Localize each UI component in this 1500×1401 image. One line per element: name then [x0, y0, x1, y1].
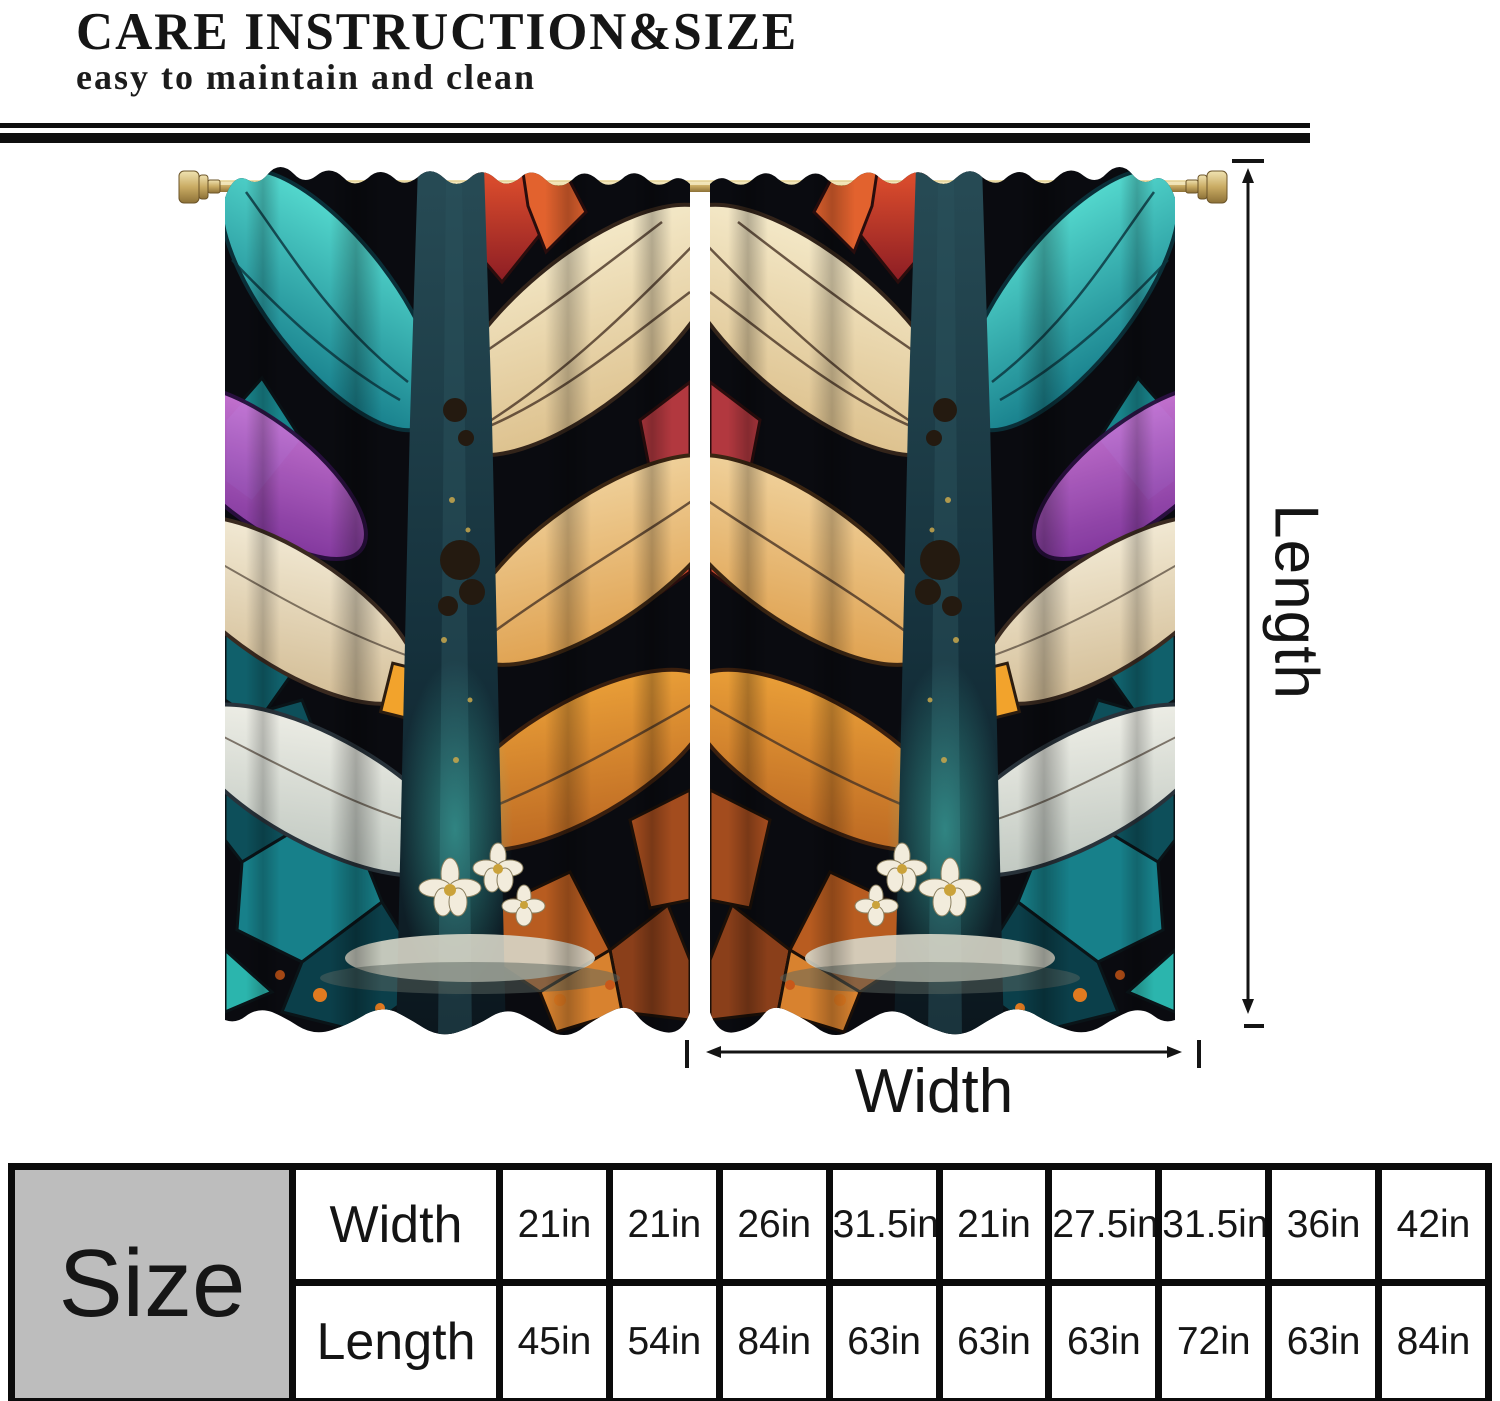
size-value-cell: 45in: [496, 1279, 613, 1401]
size-value-cell: 27.5in: [1045, 1163, 1163, 1286]
size-value-cell: 84in: [1375, 1279, 1492, 1401]
curtain-product-image: [0, 0, 1500, 1068]
size-table: Size Width 21in 21in 26in 31.5in 21in 27…: [8, 1163, 1492, 1401]
width-row-label: Width: [289, 1163, 503, 1286]
rod-finial-right: [1185, 170, 1228, 204]
left-curtain-panel: [132, 137, 767, 1040]
page-subtitle: easy to maintain and clean: [76, 57, 537, 97]
width-arrow: [685, 1040, 1201, 1068]
size-value-cell: 63in: [1265, 1279, 1382, 1401]
size-value-cell: 63in: [1045, 1279, 1163, 1401]
divider-rule-thin: [0, 123, 1310, 128]
page-title: CARE INSTRUCTION&SIZE: [76, 3, 799, 61]
size-value-cell: 42in: [1375, 1163, 1492, 1286]
length-row-label: Length: [289, 1279, 503, 1401]
width-label: Width: [854, 1057, 1014, 1126]
length-arrow: [1232, 159, 1264, 1028]
rod-finial-left: [178, 170, 221, 204]
size-value-cell: 72in: [1155, 1279, 1273, 1401]
size-value-cell: 21in: [605, 1163, 723, 1286]
size-value-cell: 63in: [935, 1279, 1053, 1401]
length-label: Length: [1261, 504, 1331, 700]
right-curtain-panel: [633, 137, 1268, 1040]
size-corner-cell: Size: [8, 1163, 296, 1401]
size-value-cell: 26in: [715, 1163, 833, 1286]
size-value-cell: 21in: [496, 1163, 613, 1286]
size-value-cell: 21in: [935, 1163, 1053, 1286]
size-value-cell: 36in: [1265, 1163, 1382, 1286]
divider-rule-thick: [0, 133, 1310, 143]
size-value-cell: 31.5in: [825, 1163, 943, 1286]
size-value-cell: 31.5in: [1155, 1163, 1273, 1286]
size-value-cell: 54in: [605, 1279, 723, 1401]
size-value-cell: 84in: [715, 1279, 833, 1401]
size-value-cell: 63in: [825, 1279, 943, 1401]
